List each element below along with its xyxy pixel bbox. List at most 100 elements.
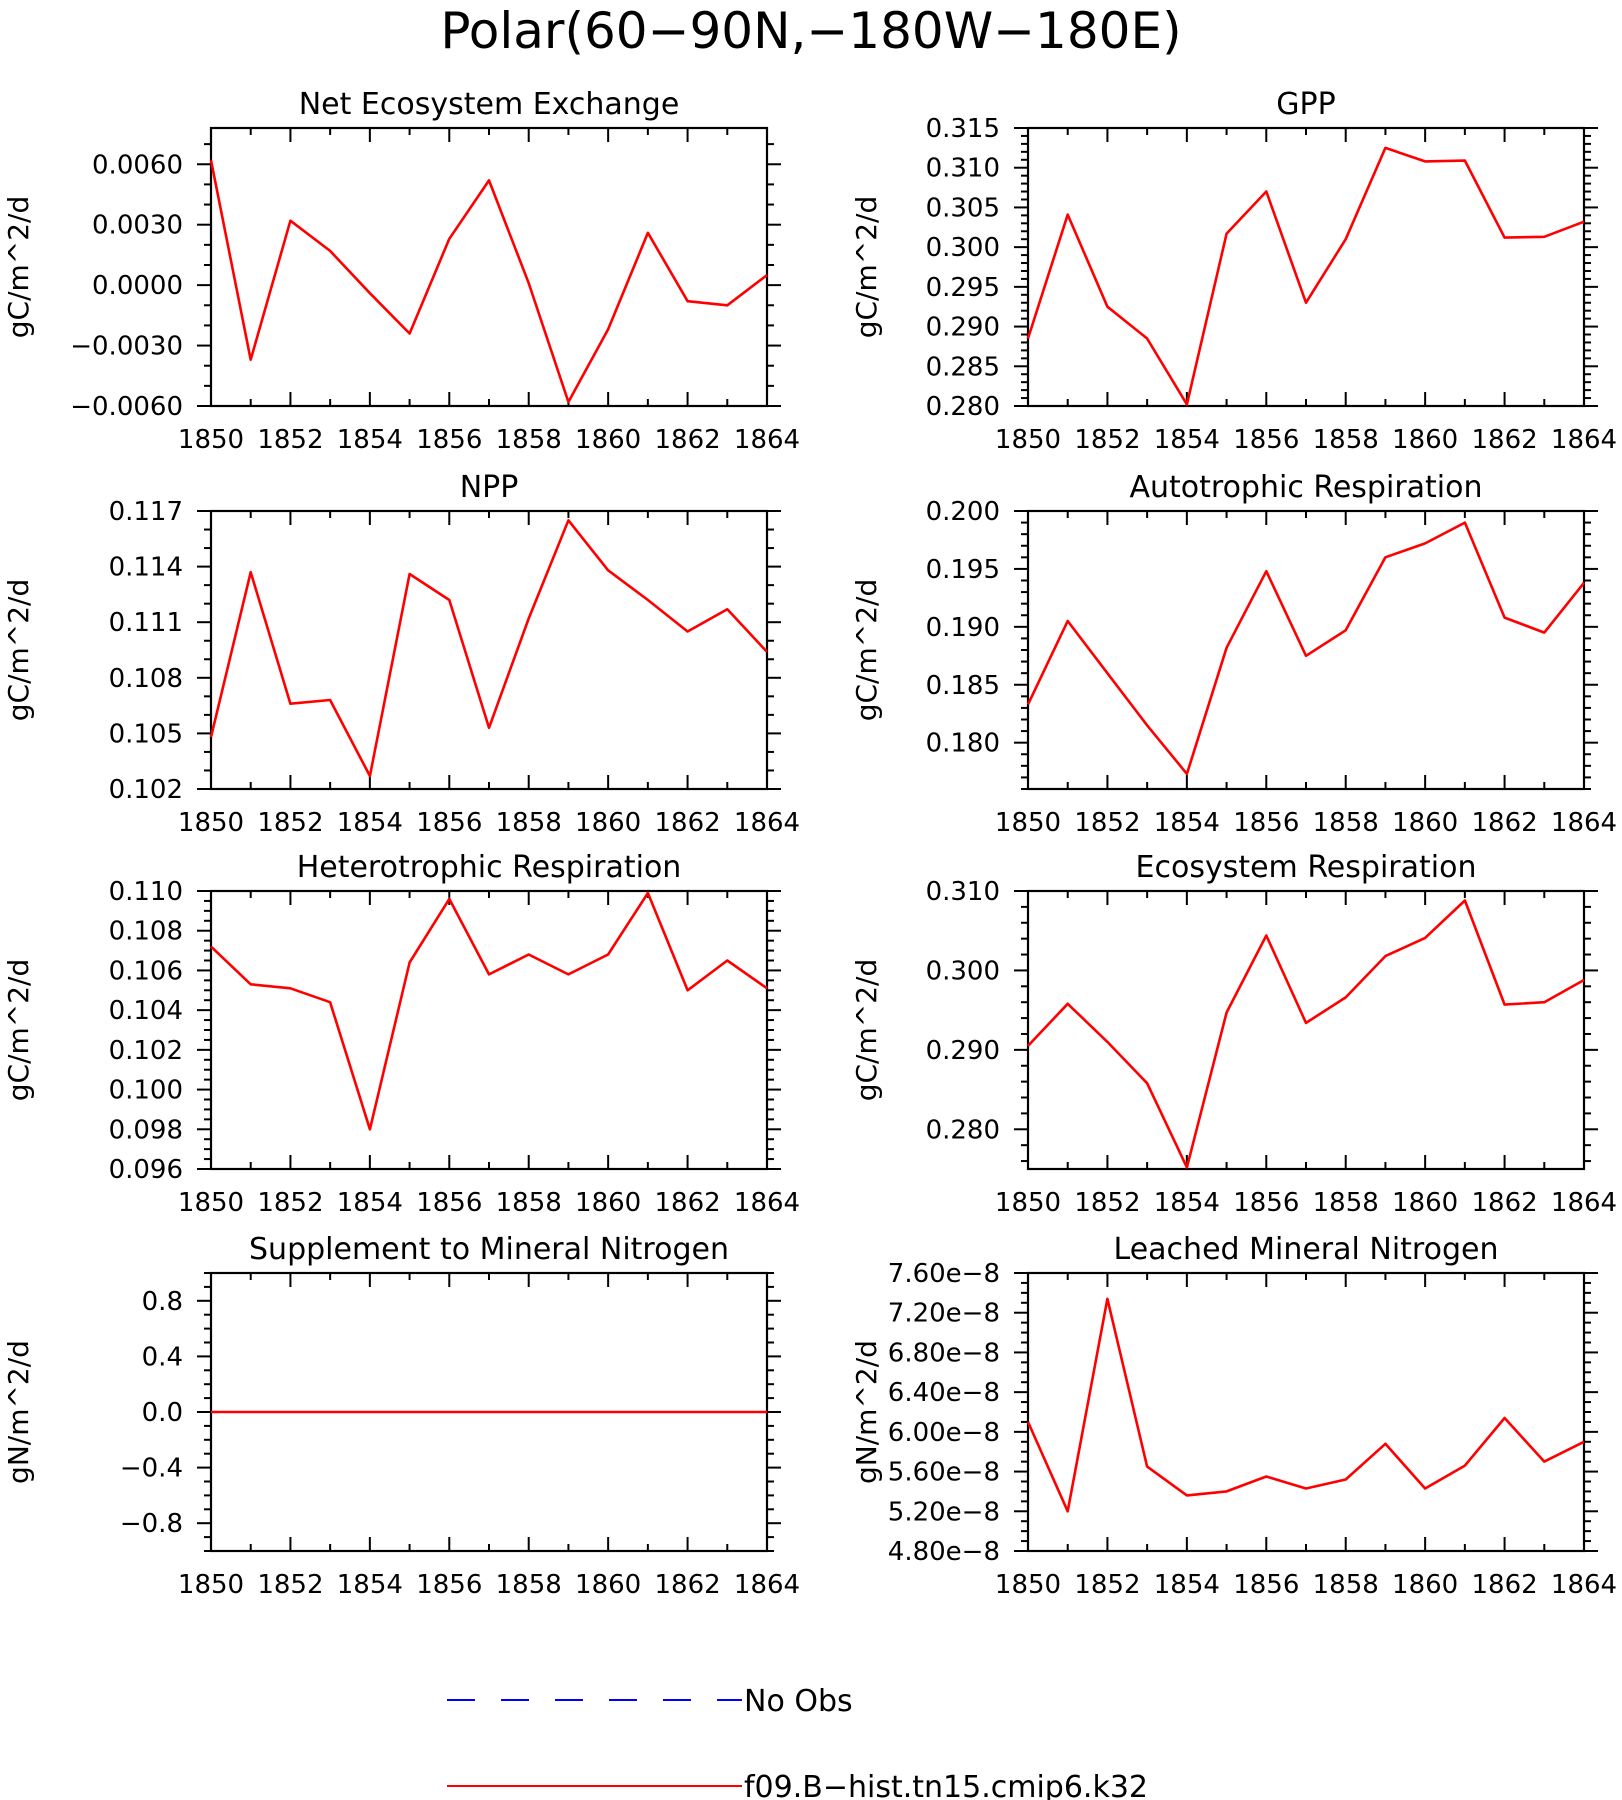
- y-axis-label: gC/m^2/d: [850, 959, 883, 1102]
- plot-frame: [209, 889, 769, 1171]
- x-tick-label: 1858: [496, 425, 562, 455]
- y-tick-label: 0.285: [926, 352, 1000, 382]
- x-tick-label: 1856: [416, 808, 482, 838]
- panel-1: GPP gC/m^2/d 1850 1852 1854 1856 1858 1860 1862 1…: [850, 87, 1617, 455]
- x-tick-label: 1852: [257, 1188, 323, 1218]
- y-tick-label: 0.200: [926, 497, 1000, 527]
- y-tick-label: 0.280: [926, 392, 1000, 422]
- plot-frame: [209, 509, 769, 791]
- y-tick-label: −0.0060: [70, 392, 183, 422]
- y-tick-label: 0.190: [926, 613, 1000, 643]
- x-tick-label: 1862: [1471, 808, 1537, 838]
- legend-label: No Obs: [744, 1684, 853, 1719]
- plot-frame: [1026, 889, 1586, 1171]
- y-tick-label: 4.80e−8: [888, 1537, 1000, 1567]
- x-tick-label: 1852: [1074, 1570, 1140, 1600]
- x-tick-label: 1852: [257, 1570, 323, 1600]
- panel-7: Leached Mineral Nitrogen gN/m^2/d 1850 1852…: [850, 1232, 1617, 1600]
- y-tick-label: 0.108: [109, 664, 183, 694]
- panel-6: Supplement to Mineral Nitrogen gN/m^2/d 18…: [2, 1232, 800, 1600]
- x-tick-label: 1860: [575, 1188, 641, 1218]
- x-tick-label: 1850: [178, 425, 244, 455]
- x-tick-label: 1856: [416, 425, 482, 455]
- x-tick-label: 1852: [257, 425, 323, 455]
- x-tick-label: 1860: [1392, 1570, 1458, 1600]
- x-tick-label: 1862: [1471, 1570, 1537, 1600]
- x-tick-label: 1850: [178, 1570, 244, 1600]
- x-tick-label: 1864: [1551, 425, 1617, 455]
- x-tick-label: 1864: [734, 1570, 800, 1600]
- figure-title: Polar(60−90N,−180W−180E): [440, 2, 1181, 60]
- x-tick-label: 1850: [995, 1188, 1061, 1218]
- y-tick-label: 0.290: [926, 1036, 1000, 1066]
- x-tick-label: 1858: [496, 1188, 562, 1218]
- x-tick-label: 1852: [1074, 1188, 1140, 1218]
- x-tick-label: 1864: [734, 1188, 800, 1218]
- x-tick-label: 1862: [654, 425, 720, 455]
- x-tick-label: 1850: [995, 808, 1061, 838]
- x-tick-label: 1856: [1233, 1188, 1299, 1218]
- y-tick-label: 0.106: [109, 956, 183, 986]
- x-tick-label: 1858: [1313, 808, 1379, 838]
- panel-2: NPP gC/m^2/d 1850 1852 1854 1856 1858 1860 1862 1…: [2, 470, 800, 838]
- y-tick-label: 0.105: [109, 719, 183, 749]
- panels: Net Ecosystem Exchange gC/m^2/d 1850 1852 18…: [2, 87, 1617, 1600]
- x-tick-label: 1854: [337, 1570, 403, 1600]
- y-tick-label: 0.117: [109, 497, 183, 527]
- y-axis-label: gN/m^2/d: [850, 1340, 883, 1484]
- y-tick-label: −0.4: [120, 1454, 183, 1484]
- y-tick-label: 0.110: [109, 877, 183, 907]
- x-tick-label: 1850: [178, 808, 244, 838]
- x-tick-label: 1850: [995, 425, 1061, 455]
- y-axis-label: gC/m^2/d: [850, 579, 883, 722]
- panel-title: Supplement to Mineral Nitrogen: [249, 1232, 729, 1267]
- x-tick-label: 1864: [734, 425, 800, 455]
- y-axis-label: gC/m^2/d: [2, 196, 35, 339]
- y-tick-label: 5.60e−8: [888, 1458, 1000, 1488]
- y-tick-label: 0.096: [109, 1155, 183, 1185]
- panel-title: Autotrophic Respiration: [1129, 470, 1482, 505]
- panel-5: Ecosystem Respiration gC/m^2/d 1850 1852 185…: [850, 850, 1617, 1218]
- y-tick-label: 0.114: [109, 553, 183, 583]
- x-tick-label: 1856: [1233, 425, 1299, 455]
- series-line: [1027, 899, 1585, 1169]
- y-tick-label: 0.111: [109, 608, 183, 638]
- y-tick-label: 0.310: [926, 877, 1000, 907]
- y-tick-label: 0.108: [109, 917, 183, 947]
- series-line: [1026, 146, 1585, 406]
- x-tick-label: 1856: [1233, 808, 1299, 838]
- plot-frame: [1026, 509, 1586, 791]
- panel-0: Net Ecosystem Exchange gC/m^2/d 1850 1852 18…: [2, 87, 800, 455]
- y-tick-label: 0.098: [109, 1115, 183, 1145]
- y-tick-label: 0.290: [926, 313, 1000, 343]
- panel-4: Heterotrophic Respiration gC/m^2/d 1850 185…: [2, 850, 800, 1218]
- y-axis-label: gN/m^2/d: [2, 1340, 35, 1484]
- y-tick-label: 0.102: [109, 1036, 183, 1066]
- y-tick-label: 7.20e−8: [888, 1299, 1000, 1329]
- y-tick-label: 0.104: [109, 996, 183, 1026]
- x-tick-label: 1854: [1154, 1570, 1220, 1600]
- y-tick-label: 0.310: [926, 154, 1000, 184]
- y-axis-label: gC/m^2/d: [850, 196, 883, 339]
- y-tick-label: 0.295: [926, 273, 1000, 303]
- x-tick-label: 1852: [1074, 808, 1140, 838]
- legend: No Obs f09.B−hist.tn15.cmip6.k32: [447, 1684, 1148, 1800]
- y-tick-label: 0.0000: [92, 271, 183, 301]
- x-tick-label: 1864: [734, 808, 800, 838]
- y-tick-label: 0.300: [926, 956, 1000, 986]
- y-tick-label: 0.0: [142, 1398, 183, 1428]
- y-tick-label: 0.195: [926, 555, 1000, 585]
- y-tick-label: 6.40e−8: [888, 1378, 1000, 1408]
- y-tick-label: −0.8: [120, 1509, 183, 1539]
- plot-frame: [1026, 126, 1586, 408]
- y-tick-label: 6.80e−8: [888, 1338, 1000, 1368]
- x-tick-label: 1858: [1313, 1570, 1379, 1600]
- x-tick-label: 1852: [1074, 425, 1140, 455]
- x-tick-label: 1856: [416, 1570, 482, 1600]
- y-tick-label: 0.185: [926, 671, 1000, 701]
- x-tick-label: 1860: [1392, 808, 1458, 838]
- y-tick-label: 0.315: [926, 114, 1000, 144]
- x-tick-label: 1852: [257, 808, 323, 838]
- legend-label: f09.B−hist.tn15.cmip6.k32: [744, 1770, 1148, 1800]
